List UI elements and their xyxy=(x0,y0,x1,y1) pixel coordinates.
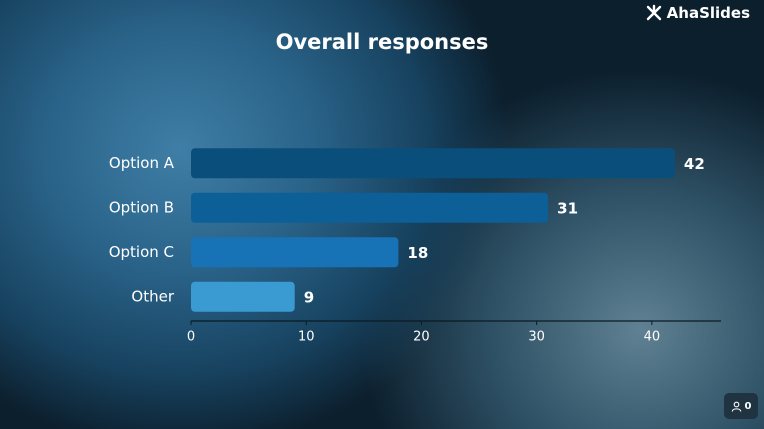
value-label: 9 xyxy=(304,288,314,306)
brand-logo[interactable]: AhaSlides xyxy=(645,4,750,22)
value-label: 18 xyxy=(407,244,428,262)
bar xyxy=(191,192,549,223)
bar xyxy=(191,237,399,268)
x-tick-label: 0 xyxy=(187,330,195,345)
x-tick-label: 10 xyxy=(298,330,315,345)
brand-icon xyxy=(646,4,661,21)
bar xyxy=(191,281,295,312)
value-label: 42 xyxy=(684,155,705,173)
y-tick-label: Option C xyxy=(109,243,174,261)
value-label: 31 xyxy=(557,199,578,217)
x-tick-label: 20 xyxy=(413,330,430,345)
y-tick-label: Option B xyxy=(109,198,174,216)
y-tick-label: Option A xyxy=(109,154,175,172)
bar xyxy=(191,148,675,179)
participants-badge[interactable]: 0 xyxy=(724,393,758,419)
y-tick-label: Other xyxy=(131,287,174,305)
x-tick-label: 30 xyxy=(528,330,545,345)
x-tick-label: 40 xyxy=(644,330,661,345)
brand-name: AhaSlides xyxy=(666,4,750,22)
user-icon xyxy=(731,401,741,412)
participant-count: 0 xyxy=(744,400,752,412)
chart-title: Overall responses xyxy=(276,30,489,54)
